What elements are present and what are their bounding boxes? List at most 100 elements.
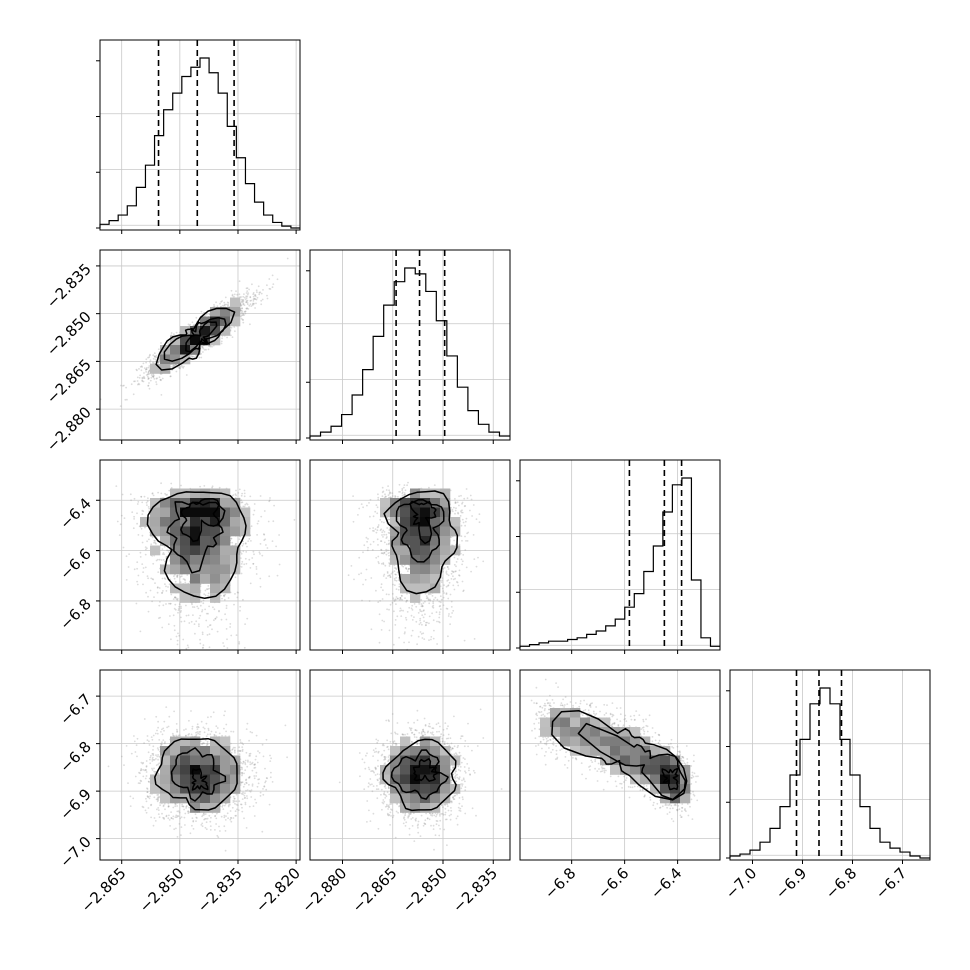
scatter-point	[161, 553, 164, 555]
scatter-point	[146, 575, 149, 577]
scatter-point	[150, 543, 153, 546]
scatter-point	[172, 598, 175, 600]
scatter-point	[252, 513, 255, 516]
scatter-point	[175, 364, 177, 366]
scatter-point	[202, 599, 205, 602]
scatter-point	[174, 608, 177, 611]
scatter-point	[241, 307, 244, 310]
scatter-point	[243, 304, 246, 307]
scatter-point	[184, 579, 187, 581]
scatter-point	[184, 581, 187, 584]
scatter-point	[234, 576, 237, 579]
scatter-point	[179, 367, 182, 370]
scatter-point	[255, 568, 258, 570]
scatter-point	[252, 298, 255, 301]
scatter-point	[266, 284, 268, 287]
scatter-point	[235, 290, 237, 293]
scatter-point	[116, 520, 119, 523]
scatter-point	[240, 566, 243, 568]
scatter-point	[156, 377, 159, 380]
scatter-point	[180, 605, 182, 608]
scatter-point	[154, 358, 157, 361]
scatter-point	[255, 573, 258, 575]
scatter-point	[148, 382, 150, 384]
scatter-point	[180, 616, 182, 619]
scatter-point	[129, 493, 132, 496]
scatter-point	[139, 551, 142, 554]
scatter-point	[132, 527, 135, 530]
scatter-point	[160, 394, 163, 396]
scatter-point	[240, 309, 243, 312]
scatter-point	[205, 619, 208, 622]
scatter-point	[136, 380, 139, 382]
scatter-point	[206, 588, 209, 591]
scatter-point	[157, 491, 160, 494]
scatter-point	[162, 604, 165, 607]
scatter-point	[138, 383, 141, 386]
scatter-point	[115, 485, 118, 487]
scatter-point	[273, 504, 275, 507]
scatter-point	[202, 644, 205, 646]
scatter-point	[130, 383, 133, 386]
scatter-point	[165, 494, 168, 496]
scatter-point	[131, 511, 134, 514]
scatter-point	[245, 295, 248, 298]
scatter-point	[147, 371, 150, 374]
scatter-point	[136, 567, 139, 570]
scatter-point	[148, 354, 151, 357]
scatter-point	[239, 609, 241, 612]
scatter-point	[175, 331, 178, 334]
scatter-point	[244, 310, 247, 313]
scatter-point	[198, 323, 201, 325]
scatter-point	[271, 274, 274, 277]
scatter-point	[266, 547, 269, 549]
scatter-point	[202, 347, 205, 350]
scatter-point	[165, 585, 167, 588]
scatter-point	[242, 598, 244, 601]
scatter-point	[136, 503, 139, 505]
scatter-point	[180, 484, 182, 487]
scatter-point	[130, 499, 133, 502]
scatter-point	[244, 312, 247, 315]
scatter-point	[145, 591, 148, 594]
scatter-point	[179, 365, 182, 368]
scatter-point	[123, 384, 125, 387]
scatter-point	[139, 556, 142, 558]
scatter-point	[245, 502, 248, 505]
scatter-point	[240, 315, 242, 318]
scatter-point	[187, 323, 190, 326]
scatter-point	[241, 299, 244, 301]
scatter-point	[250, 299, 253, 302]
scatter-point	[166, 549, 169, 552]
scatter-point	[250, 525, 253, 528]
scatter-point	[231, 294, 234, 297]
scatter-point	[194, 632, 196, 635]
scatter-point	[177, 609, 180, 612]
scatter-point	[219, 302, 221, 305]
scatter-point	[225, 628, 228, 630]
scatter-point	[242, 550, 245, 553]
scatter-point	[255, 298, 258, 301]
scatter-point	[245, 301, 248, 303]
scatter-point	[223, 304, 226, 307]
scatter-point	[146, 375, 149, 378]
scatter-point	[201, 610, 203, 613]
scatter-point	[251, 304, 254, 306]
scatter-point	[221, 337, 224, 340]
scatter-point	[224, 613, 227, 616]
scatter-point	[255, 289, 258, 292]
scatter-point	[170, 482, 173, 485]
scatter-point	[146, 540, 149, 543]
scatter-point	[246, 545, 248, 548]
scatter-panel-1-0: −2.835−2.850−2.865−2.880	[43, 249, 301, 455]
scatter-point	[135, 602, 138, 605]
scatter-point	[140, 369, 143, 372]
scatter-point	[185, 647, 188, 650]
scatter-point	[266, 297, 269, 300]
scatter-point	[126, 398, 128, 401]
scatter-point	[193, 623, 196, 625]
scatter-point	[238, 538, 241, 541]
scatter-point	[141, 513, 144, 515]
scatter-point	[246, 290, 249, 292]
scatter-point	[241, 492, 244, 495]
